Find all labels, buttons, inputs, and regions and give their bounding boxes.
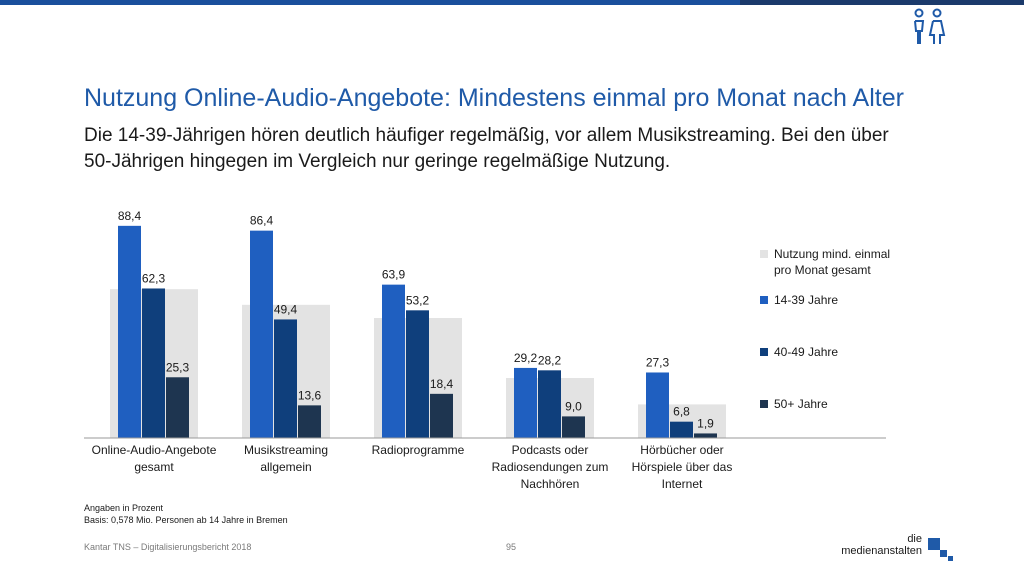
bar-3-0 bbox=[166, 377, 189, 438]
category-label-3-2: Nachhören bbox=[521, 477, 580, 491]
bar-2-0 bbox=[142, 288, 165, 438]
data-label-1-2: 63,9 bbox=[382, 268, 406, 282]
data-label-1-3: 29,2 bbox=[514, 351, 538, 365]
top-accent-bar-dark bbox=[740, 0, 1024, 5]
legend-swatch-total bbox=[760, 250, 768, 258]
data-label-3-4: 1,9 bbox=[697, 416, 714, 430]
category-label-3-1: Radiosendungen zum bbox=[492, 460, 609, 474]
bar-chart: 88,4 62,3 25,3 Online-Audio-Angebote gesamt 8… bbox=[84, 209, 886, 491]
bar-1-4 bbox=[646, 372, 669, 438]
bar-2-1 bbox=[274, 319, 297, 438]
note-unit: Angaben in Prozent bbox=[84, 503, 164, 513]
legend-label-14-39: 14-39 Jahre bbox=[774, 293, 839, 307]
bar-1-2 bbox=[382, 284, 405, 438]
data-label-1-1: 86,4 bbox=[250, 214, 274, 228]
category-label-1-1: allgemein bbox=[260, 460, 311, 474]
data-label-3-2: 18,4 bbox=[430, 377, 454, 391]
people-icon bbox=[914, 8, 946, 44]
brand-logo: die medienanstalten bbox=[836, 530, 960, 566]
legend-label-total: Nutzung mind. einmal pro Monat gesamt bbox=[774, 247, 891, 277]
footer-source: Kantar TNS – Digitalisierungsbericht 201… bbox=[84, 542, 252, 552]
bar-3-2 bbox=[430, 393, 453, 438]
data-label-3-1: 13,6 bbox=[298, 388, 322, 402]
brand-squares-icon bbox=[928, 538, 953, 561]
bar-3-4 bbox=[694, 433, 717, 438]
brand-text-line1: die bbox=[907, 533, 922, 545]
category-label-0-0: Online-Audio-Angebote bbox=[92, 443, 217, 457]
legend-label-50plus: 50+ Jahre bbox=[774, 397, 828, 411]
data-label-2-3: 28,2 bbox=[538, 353, 562, 367]
bar-1-1 bbox=[250, 230, 273, 438]
bar-2-3 bbox=[538, 370, 561, 438]
bar-3-1 bbox=[298, 405, 321, 438]
data-label-2-1: 49,4 bbox=[274, 302, 298, 316]
brand-text-line2: medienanstalten bbox=[841, 545, 922, 557]
bar-1-0 bbox=[118, 225, 141, 438]
data-label-1-0: 88,4 bbox=[118, 209, 142, 223]
legend-label-40-49: 40-49 Jahre bbox=[774, 345, 839, 359]
legend-swatch-14-39 bbox=[760, 296, 768, 304]
category-label-4-0: Hörbücher oder bbox=[640, 443, 723, 457]
data-label-2-4: 6,8 bbox=[673, 405, 690, 419]
data-label-3-3: 9,0 bbox=[565, 399, 582, 413]
bar-2-2 bbox=[406, 310, 429, 438]
page-title: Nutzung Online-Audio-Angebote: Mindesten… bbox=[84, 84, 904, 112]
note-basis: Basis: 0,578 Mio. Personen ab 14 Jahre i… bbox=[84, 515, 288, 525]
category-label-1-0: Musikstreaming bbox=[244, 443, 328, 457]
page-number: 95 bbox=[506, 542, 517, 552]
bar-2-4 bbox=[670, 421, 693, 438]
bar-1-3 bbox=[514, 367, 537, 438]
legend-swatch-50plus bbox=[760, 400, 768, 408]
category-label-4-2: Internet bbox=[662, 477, 703, 491]
chart-notes: Angaben in Prozent Basis: 0,578 Mio. Per… bbox=[84, 502, 288, 526]
bar-3-3 bbox=[562, 416, 585, 438]
category-label-0-1: gesamt bbox=[134, 460, 174, 474]
legend-swatch-40-49 bbox=[760, 348, 768, 356]
data-label-3-0: 25,3 bbox=[166, 360, 190, 374]
data-label-2-2: 53,2 bbox=[406, 293, 430, 307]
page-subtitle: Die 14-39-Jährigen hören deutlich häufig… bbox=[84, 125, 889, 172]
category-label-2-0: Radioprogramme bbox=[372, 443, 465, 457]
data-label-2-0: 62,3 bbox=[142, 271, 166, 285]
category-label-3-0: Podcasts oder bbox=[512, 443, 589, 457]
category-label-4-1: Hörspiele über das bbox=[632, 460, 733, 474]
top-accent-bar bbox=[0, 0, 1024, 5]
data-label-1-4: 27,3 bbox=[646, 355, 670, 369]
